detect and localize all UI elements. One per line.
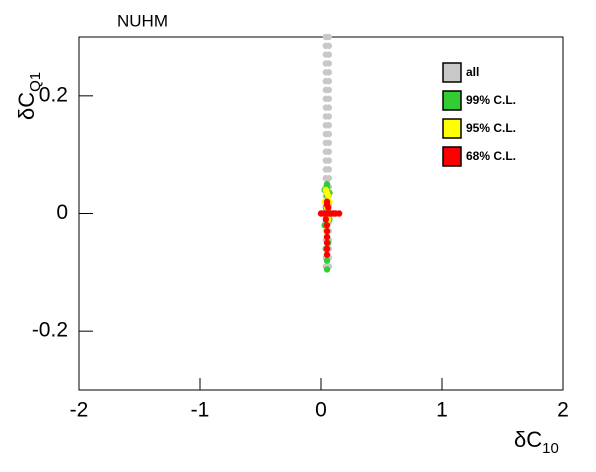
point xyxy=(323,239,331,247)
y-axis-label-main: δC xyxy=(14,92,39,120)
point xyxy=(323,233,331,241)
point xyxy=(322,186,330,194)
point xyxy=(325,139,333,147)
legend-label: 68% C.L. xyxy=(466,149,516,163)
legend-swatch xyxy=(442,146,462,167)
point xyxy=(325,69,333,76)
point xyxy=(323,266,331,273)
x-axis-label-main: δC xyxy=(514,427,542,452)
point xyxy=(322,216,330,223)
point xyxy=(323,257,331,264)
point xyxy=(325,157,333,164)
point xyxy=(323,201,331,208)
x-tick-label: 1 xyxy=(436,399,448,422)
x-tick-label: -2 xyxy=(70,399,89,422)
point xyxy=(323,180,331,188)
point xyxy=(325,33,333,41)
legend-swatch xyxy=(442,90,462,111)
legend-label: 95% C.L. xyxy=(466,121,516,135)
y-axis-label: δCQ1 xyxy=(14,72,44,120)
legend-label: all xyxy=(466,65,479,79)
x-tick-label: 0 xyxy=(315,399,327,422)
x-axis-label-sub: 10 xyxy=(542,440,559,457)
point xyxy=(325,95,333,102)
chart-title: NUHM xyxy=(117,11,168,30)
point xyxy=(325,86,333,94)
point xyxy=(325,42,333,50)
y-tick-label: -0.2 xyxy=(32,319,68,342)
point xyxy=(323,227,331,235)
point xyxy=(325,166,333,173)
point xyxy=(335,210,343,217)
y-tick-label: 0 xyxy=(56,201,68,224)
point xyxy=(325,113,333,120)
point xyxy=(325,77,333,85)
point xyxy=(325,104,333,111)
y-axis-label-sub: Q1 xyxy=(27,72,44,92)
point xyxy=(325,148,333,155)
legend-label: 99% C.L. xyxy=(466,93,516,107)
y-tick-label: 0.2 xyxy=(39,83,68,106)
point xyxy=(325,60,333,67)
point xyxy=(325,175,333,182)
point xyxy=(325,130,333,138)
x-axis-label: δC10 xyxy=(514,427,559,457)
point xyxy=(325,122,333,129)
point xyxy=(323,251,331,258)
legend-swatch xyxy=(442,62,462,83)
point xyxy=(323,245,331,252)
point xyxy=(323,222,331,229)
point xyxy=(325,51,333,58)
x-tick-label: 2 xyxy=(557,399,569,422)
point xyxy=(325,192,332,200)
x-tick-label: -1 xyxy=(191,399,210,422)
legend-swatch xyxy=(442,118,462,139)
